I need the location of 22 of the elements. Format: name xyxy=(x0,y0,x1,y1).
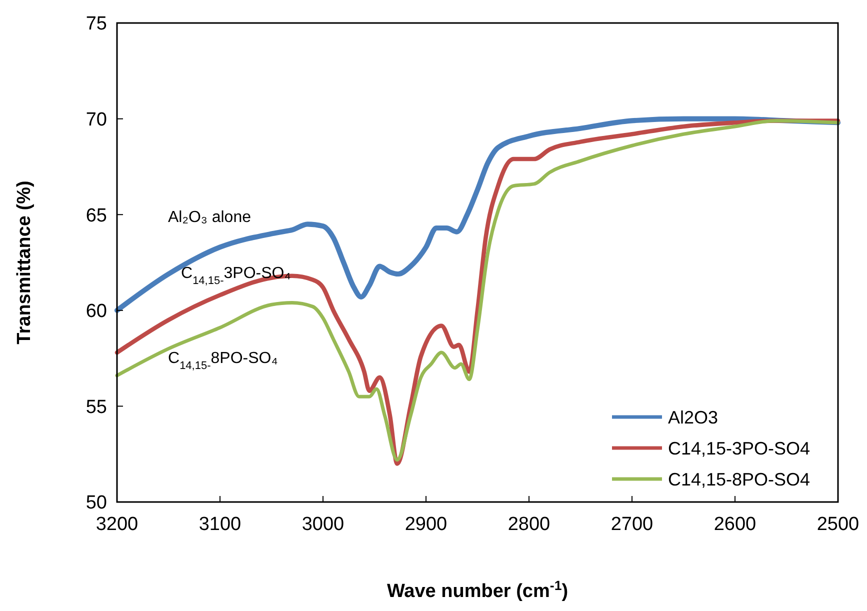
x-tick-label: 3200 xyxy=(96,514,138,535)
y-axis-title: Transmittance (%) xyxy=(14,180,35,344)
legend-label: C14,15-3PO-SO4 xyxy=(668,438,810,458)
annotation: C$_{14,15-}$8PO-SO₄ xyxy=(168,350,278,372)
annotation: C$_{14,15-}$3PO-SO₄ xyxy=(181,265,291,287)
y-tick-label: 50 xyxy=(86,492,107,514)
x-tick-label: 2900 xyxy=(404,514,448,535)
x-tick-label: 3000 xyxy=(302,514,344,535)
x-tick-label: 2500 xyxy=(816,514,860,535)
x-tick-label: 2800 xyxy=(508,514,550,535)
annotation: Al₂O₃ alone xyxy=(168,209,252,226)
x-tick-label: 2700 xyxy=(610,514,654,535)
x-tick-label: 2600 xyxy=(714,514,756,535)
x-tick-label: 3100 xyxy=(198,514,242,535)
y-tick-label: 75 xyxy=(86,14,107,35)
y-tick-label: 65 xyxy=(86,205,107,226)
legend-label: C14,15-8PO-SO4 xyxy=(668,469,810,490)
y-tick-label: 70 xyxy=(86,109,107,130)
y-tick-label: 55 xyxy=(86,396,107,418)
y-tick-label: 60 xyxy=(86,301,107,322)
x-axis-title: Wave number (cm$^{-1}$) xyxy=(386,578,568,602)
legend-label: Al2O3 xyxy=(668,407,718,428)
